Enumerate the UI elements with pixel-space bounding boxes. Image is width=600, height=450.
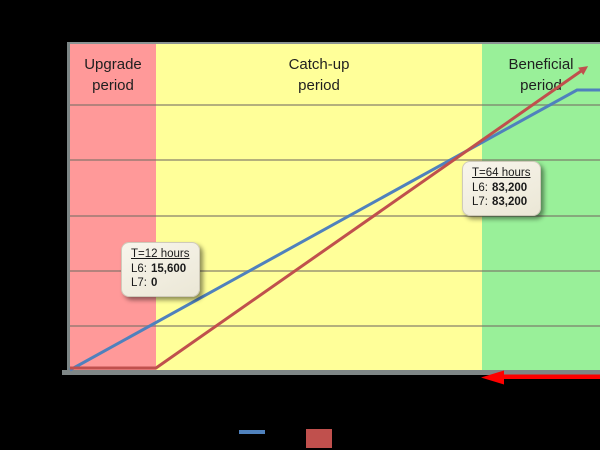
gridline [70,325,600,327]
callout-t64: T=64 hours L6: 83,200 L7: 83,200 [462,161,541,216]
x-axis [62,370,600,375]
region-label-line: Upgrade [84,56,142,73]
callout-t12: T=12 hours L6: 15,600 L7: 0 [121,242,200,297]
callout-row: L6: 15,600 [131,262,190,277]
region-label-line: Catch-up [288,56,350,73]
legend-l7-box-swatch [306,429,332,448]
series-value: 83,200 [492,196,528,208]
region-label-line: Beneficial [508,56,574,73]
series-value: 0 [151,277,158,289]
region-label-upgrade: Upgrade period [70,54,156,96]
region-label-beneficial: Beneficial period [482,54,600,96]
series-value: 15,600 [151,262,187,275]
gridline [70,104,600,106]
legend-l6-line-swatch [239,430,265,434]
region-label-catchup: Catch-up period [156,54,482,96]
plot-top-border [67,42,600,44]
callout-title: T=64 hours [472,167,531,179]
series-label: L6: [131,262,147,275]
callout-row: L7: 0 [131,276,190,291]
y-axis [67,42,70,375]
x-axis-arrow-shaft [501,374,600,379]
series-value: 83,200 [492,181,528,194]
region-label-line: period [92,77,134,94]
callout-row: L7: 83,200 [472,195,531,210]
callout-title: T=12 hours [131,248,190,260]
series-label: L7: [131,277,147,289]
series-label: L7: [472,196,488,208]
region-label-line: period [520,77,562,94]
series-label: L6: [472,181,488,194]
region-label-line: period [298,77,340,94]
callout-row: L6: 83,200 [472,181,531,196]
